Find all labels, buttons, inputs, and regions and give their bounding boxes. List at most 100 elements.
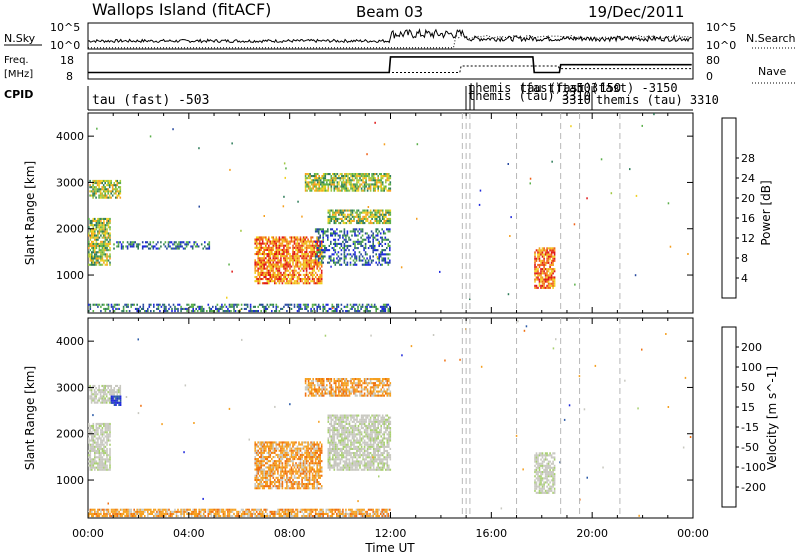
data-cell [284, 462, 287, 465]
data-cell [319, 267, 321, 270]
data-cell [357, 378, 360, 381]
data-cell [302, 485, 305, 488]
data-cell [311, 251, 314, 254]
data-cell [263, 267, 265, 270]
data-cell [277, 269, 279, 272]
data-cell [101, 458, 104, 461]
data-cell [286, 238, 288, 241]
data-cell [91, 435, 93, 438]
data-cell [271, 251, 273, 254]
data-cell [98, 186, 100, 189]
data-cell [101, 251, 104, 254]
data-cell [368, 183, 370, 186]
data-cell [107, 182, 109, 185]
data-cell [109, 253, 111, 256]
data-cell [94, 232, 96, 235]
data-cell [266, 248, 269, 251]
data-cell [261, 269, 264, 272]
data-cell [384, 310, 387, 313]
data-cell [88, 247, 90, 250]
data-cell [379, 255, 382, 258]
data-cell [383, 388, 385, 391]
data-cell [207, 243, 209, 246]
data-cell [326, 183, 328, 186]
data-cell [97, 259, 99, 262]
nsearch-tick-bottom: 10^0 [706, 39, 736, 52]
data-cell [336, 185, 339, 188]
data-cell [335, 454, 337, 457]
data-cell [345, 420, 348, 423]
data-cell [101, 460, 104, 463]
data-cell [363, 382, 366, 385]
data-cell [91, 257, 93, 260]
data-cell [109, 435, 111, 438]
data-cell [369, 189, 372, 192]
data-cell [316, 263, 318, 266]
data-cell [311, 267, 314, 270]
data-cell [535, 278, 538, 281]
data-cell [333, 420, 336, 423]
data-cell [268, 238, 270, 241]
data-cell [254, 253, 256, 256]
data-cell [546, 274, 548, 277]
data-cell [383, 382, 385, 385]
data-cell [109, 257, 111, 260]
data-cell [347, 179, 349, 182]
data-cell [272, 257, 275, 260]
data-cell [348, 431, 351, 434]
data-cell [344, 213, 346, 216]
data-cell [102, 190, 105, 193]
data-cell [357, 213, 360, 216]
data-cell [91, 219, 93, 222]
data-cell [296, 255, 299, 258]
data-cell [332, 427, 334, 430]
data-cell [311, 269, 314, 272]
data-cell [550, 276, 553, 279]
data-cell [330, 189, 333, 192]
data-cell [378, 181, 381, 184]
data-cell [313, 248, 315, 251]
data-cell [336, 416, 339, 419]
data-cell [307, 240, 309, 243]
data-cell [311, 261, 314, 264]
data-cell [385, 179, 387, 182]
data-cell [353, 386, 355, 389]
data-cell [363, 310, 365, 313]
data-cell [342, 175, 345, 178]
data-cell [322, 236, 324, 239]
data-cell [346, 310, 349, 313]
data-cell [101, 429, 104, 432]
data-cell [351, 177, 354, 180]
data-cell [333, 458, 336, 461]
data-cell [302, 470, 305, 473]
data-cell [260, 460, 262, 463]
data-cell [313, 240, 315, 243]
data-cell [301, 238, 303, 241]
data-cell [336, 183, 339, 186]
data-cell [310, 244, 312, 247]
data-cell [107, 460, 110, 463]
data-cell [319, 487, 321, 490]
data-cell [330, 179, 333, 182]
data-cell [89, 449, 92, 452]
data-cell [374, 187, 376, 190]
data-cell [100, 429, 102, 432]
data-cell [91, 447, 93, 450]
data-cell [127, 303, 129, 306]
data-cell [173, 241, 176, 244]
data-cell [89, 466, 92, 469]
data-cell [225, 305, 228, 308]
data-cell [339, 230, 341, 233]
data-cell [344, 189, 346, 192]
data-cell [196, 310, 199, 313]
data-cell [106, 238, 108, 241]
data-cell [357, 181, 360, 184]
data-cell [375, 211, 378, 214]
data-cell [360, 183, 363, 186]
data-cell [315, 380, 317, 383]
data-cell [343, 249, 346, 252]
data-cell [89, 184, 91, 187]
data-cell [274, 255, 276, 258]
data-cell [305, 271, 308, 274]
data-cell [269, 468, 272, 471]
